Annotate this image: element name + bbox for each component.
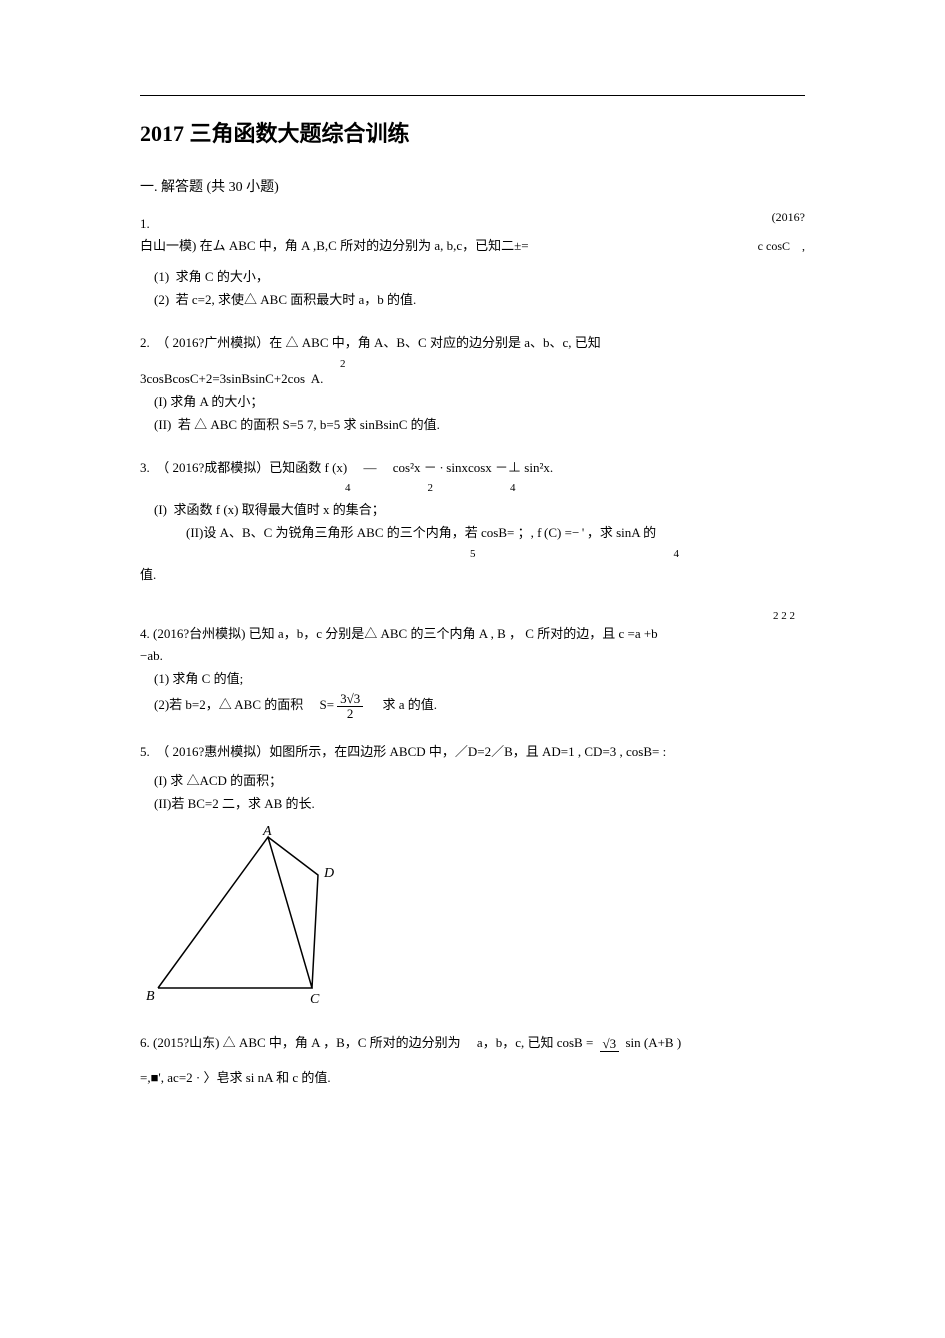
problem-3: 3. （ 2016?成都模拟）已知函数 f (x) — cos²x － · si… <box>140 458 805 586</box>
p6-head-post: sin (A+B ) <box>625 1035 681 1050</box>
p4-head2: −ab. <box>140 646 805 667</box>
page-title: 2017 三角函数大题综合训练 <box>140 116 805 151</box>
problem-5: 5. （ 2016?惠州模拟）如图所示，在四边形 ABCD 中，／D=2／B，且… <box>140 742 805 1011</box>
quadrilateral-diagram: A B C D <box>140 825 350 1005</box>
p4-sub2: (2)若 b=2，△ ABC 的面积 S=3√32 求 a 的值. <box>140 692 805 720</box>
p4-formula-label: S= <box>320 697 335 712</box>
label-B: B <box>146 989 155 1004</box>
problem-2: 2. （ 2016?广州模拟）在 △ ABC 中，角 A、B、C 对应的边分别是… <box>140 333 805 436</box>
p4-head: 4. (2016?台州模拟) 已知 a，b，c 分别是△ ABC 的三个内角 A… <box>140 624 805 645</box>
p2-head: 2. （ 2016?广州模拟）在 △ ABC 中，角 A、B、C 对应的边分别是… <box>140 333 805 354</box>
p3-sub2a: (II)设 A、B、C 为锐角三角形 ABC 的三个内角，若 cosB= ；, … <box>140 523 805 544</box>
p6-frac: √3 <box>600 1037 620 1052</box>
p1-right-bot: c cosC , <box>758 239 805 255</box>
p3-tail: 值. <box>140 565 805 586</box>
p4-frac-num: 3√3 <box>337 692 363 707</box>
label-C: C <box>310 992 320 1005</box>
p1-right-top: (2016? <box>758 210 805 226</box>
section-header: 一. 解答题 (共 30 小题) <box>140 177 805 199</box>
p2-sub2: (II) 若 △ ABC 的面积 S=5 7, b=5 求 sinBsinC 的… <box>140 415 805 436</box>
p1-line1: 白山一模) 在ム ABC 中，角 A ,B,C 所对的边分别为 a, b,c，已… <box>140 236 805 257</box>
p5-sub2: (II)若 BC=2 二，求 AB 的长. <box>140 794 805 815</box>
p6-head: 6. (2015?山东) △ ABC 中，角 A ，B，C 所对的边分别为 a，… <box>140 1033 805 1054</box>
p4-sub2-post: 求 a 的值. <box>369 697 437 712</box>
p3-sub2b: 5 4 <box>140 546 805 564</box>
problem-4: 2 2 2 4. (2016?台州模拟) 已知 a，b，c 分别是△ ABC 的… <box>140 608 805 720</box>
p4-sub1: (1) 求角 C 的值; <box>140 669 805 690</box>
p1-num: 1. <box>140 214 805 235</box>
p3-head: 3. （ 2016?成都模拟）已知函数 f (x) — cos²x － · si… <box>140 458 805 479</box>
p3-denoms: 4 2 4 <box>140 480 805 498</box>
p2-eq: 3cosBcosC+2=3sinBsinC+2cos A. <box>140 369 805 390</box>
p4-frac-den: 2 <box>337 707 363 721</box>
problem-1: 1. (2016? c cosC , 白山一模) 在ム ABC 中，角 A ,B… <box>140 214 805 311</box>
p3-sub1: (I) 求函数 f (x) 取得最大值时 x 的集合； <box>140 500 805 521</box>
label-A: A <box>262 825 272 839</box>
label-D: D <box>323 866 334 881</box>
p1-right-annotation: (2016? c cosC , <box>758 210 805 255</box>
p6-head-pre: 6. (2015?山东) △ ABC 中，角 A ，B，C 所对的边分别为 a，… <box>140 1035 593 1050</box>
top-rule <box>140 95 805 96</box>
problem-6: 6. (2015?山东) △ ABC 中，角 A ，B，C 所对的边分别为 a，… <box>140 1033 805 1089</box>
p2-sub1: (I) 求角 A 的大小； <box>140 392 805 413</box>
p5-sub1: (I) 求 △ACD 的面积； <box>140 771 805 792</box>
p5-head: 5. （ 2016?惠州模拟）如图所示，在四边形 ABCD 中，／D=2／B，且… <box>140 742 805 763</box>
p4-sub2-pre: (2)若 b=2，△ ABC 的面积 <box>154 697 316 712</box>
p4-formula: S=3√32 <box>320 697 370 712</box>
p6-line2: =,■', ac=2 · 〉皂求 si nA 和 c 的值. <box>140 1068 805 1089</box>
p6-frac-num: √3 <box>600 1037 620 1052</box>
p1-sub2: (2) 若 c=2, 求使△ ABC 面积最大时 a，b 的值. <box>140 290 805 311</box>
p1-sub1: (1) 求角 C 的大小， <box>140 267 805 288</box>
